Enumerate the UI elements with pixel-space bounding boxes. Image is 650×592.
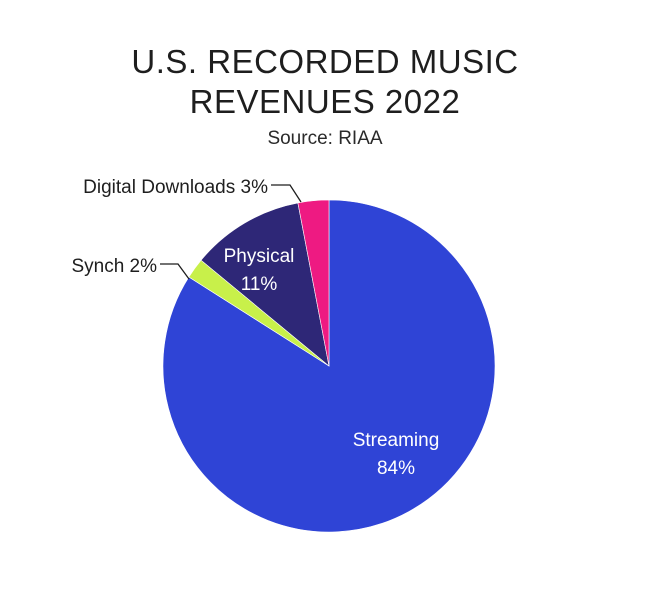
- slice-value-streaming: 84%: [377, 458, 415, 479]
- slice-label-synch: Synch 2%: [71, 256, 157, 277]
- leader-line-digital-downloads: [271, 184, 302, 203]
- slice-label-digital-downloads: Digital Downloads 3%: [83, 177, 268, 198]
- chart-title-line-1: U.S. RECORDED MUSIC: [131, 43, 519, 80]
- slice-label-physical: Physical: [224, 246, 295, 267]
- chart-header: U.S. RECORDED MUSIC REVENUES 2022 Source…: [0, 42, 650, 150]
- slice-value-physical: 11%: [241, 274, 278, 295]
- leader-line-synch: [160, 263, 190, 280]
- pie-slice-digital-downloads: [297, 199, 330, 367]
- pie-slice-physical: [200, 202, 330, 367]
- slice-label-streaming: Streaming: [353, 430, 440, 451]
- chart-title-line-2: REVENUES 2022: [189, 83, 461, 120]
- chart-subtitle: Source: RIAA: [267, 128, 383, 149]
